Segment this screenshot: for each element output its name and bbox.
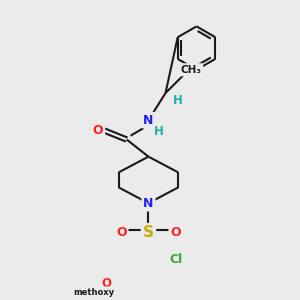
Text: CH₃: CH₃	[181, 65, 202, 75]
Text: O: O	[170, 226, 181, 239]
Text: O: O	[102, 277, 112, 290]
Text: O: O	[116, 226, 127, 239]
Text: O: O	[93, 124, 104, 137]
Text: methoxy: methoxy	[74, 288, 115, 297]
Text: Cl: Cl	[169, 253, 182, 266]
Text: CH₃: CH₃	[95, 290, 116, 300]
Text: N: N	[143, 197, 154, 210]
Text: S: S	[143, 225, 154, 240]
Text: N: N	[143, 114, 154, 127]
Text: H: H	[173, 94, 183, 107]
Text: H: H	[154, 124, 164, 137]
